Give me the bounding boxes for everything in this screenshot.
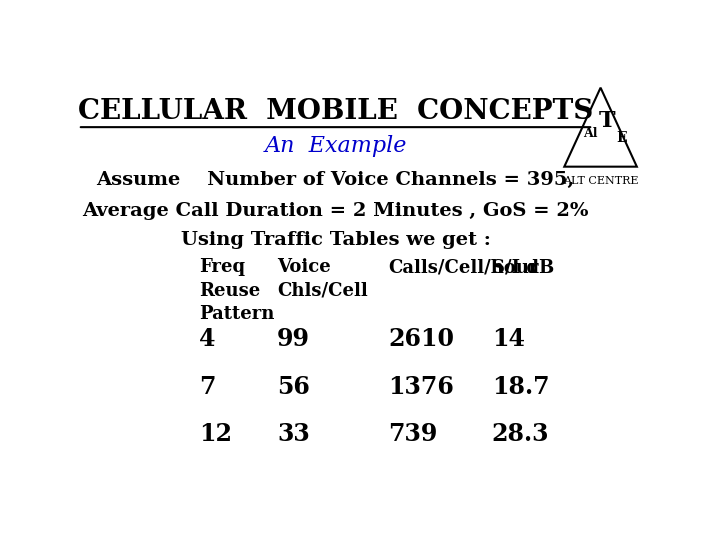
Text: 2610: 2610 <box>389 327 454 351</box>
Text: Assume    Number of Voice Channels = 395,: Assume Number of Voice Channels = 395, <box>96 171 575 189</box>
Text: Calls/Cell/hour: Calls/Cell/hour <box>389 258 539 276</box>
Text: Average Call Duration = 2 Minutes , GoS = 2%: Average Call Duration = 2 Minutes , GoS … <box>82 202 589 220</box>
Text: 14: 14 <box>492 327 525 351</box>
Text: CELLULAR  MOBILE  CONCEPTS: CELLULAR MOBILE CONCEPTS <box>78 98 593 125</box>
Text: An  Example: An Example <box>264 136 407 158</box>
Text: S/I dB: S/I dB <box>492 258 554 276</box>
Text: 99: 99 <box>277 327 310 351</box>
Text: 28.3: 28.3 <box>492 422 549 447</box>
Text: Using Traffic Tables we get :: Using Traffic Tables we get : <box>181 231 490 249</box>
Text: 739: 739 <box>389 422 438 447</box>
Text: 18.7: 18.7 <box>492 375 549 399</box>
Text: E: E <box>616 131 627 145</box>
Text: T: T <box>599 110 616 132</box>
Text: Voice
Chls/Cell: Voice Chls/Cell <box>277 258 368 300</box>
Text: Al: Al <box>583 127 598 140</box>
Text: ALT CENTRE: ALT CENTRE <box>563 176 639 186</box>
Text: 12: 12 <box>199 422 232 447</box>
Text: 33: 33 <box>277 422 310 447</box>
Text: 56: 56 <box>277 375 310 399</box>
Text: Freq
Reuse
Pattern: Freq Reuse Pattern <box>199 258 274 323</box>
Text: 7: 7 <box>199 375 215 399</box>
Text: 4: 4 <box>199 327 215 351</box>
Text: 1376: 1376 <box>389 375 454 399</box>
